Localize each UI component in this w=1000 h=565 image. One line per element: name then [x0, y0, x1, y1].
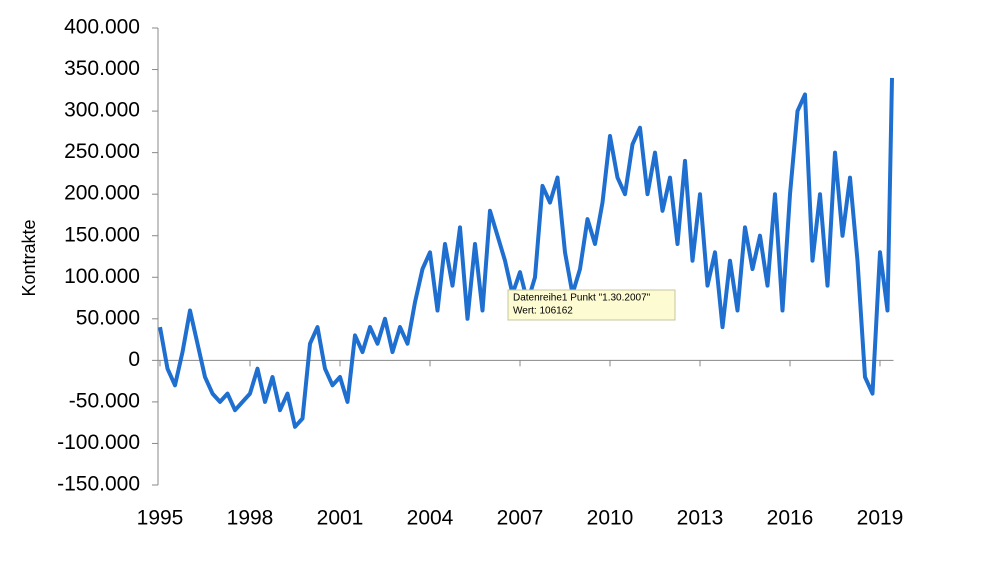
y-tick-label: 350.000: [64, 57, 140, 80]
y-tick-label: 400.000: [64, 16, 140, 39]
data-line: [158, 77, 894, 429]
y-tick-label: 200.000: [64, 182, 140, 205]
y-tick-label: -100.000: [57, 431, 140, 454]
tooltip-box: [507, 289, 676, 321]
x-tick-label: 2001: [317, 507, 364, 530]
y-axis-label: Kontrakte: [19, 219, 39, 296]
y-tick-label: -150.000: [57, 473, 140, 496]
tooltip-value: Wert: 106162: [513, 306, 573, 317]
y-tick-label: 250.000: [64, 140, 140, 163]
x-tick-label: 1995: [137, 507, 184, 530]
x-tick-label: 2010: [587, 507, 634, 530]
y-tick-label: -50.000: [69, 389, 140, 412]
x-tick-label: 2019: [857, 507, 904, 530]
tooltip-title: Datenreihe1 Punkt "1.30.2007": [513, 293, 651, 304]
tooltip: Datenreihe1 Punkt "1.30.2007" Wert: 1061…: [507, 289, 676, 321]
y-tick-label: 0: [128, 348, 140, 371]
y-tick-label: 100.000: [64, 265, 140, 288]
y-tick-label: 300.000: [64, 99, 140, 122]
y-tick-label: 50.000: [76, 306, 140, 329]
x-tick-label: 2004: [407, 507, 454, 530]
x-tick-label: 1998: [227, 507, 274, 530]
x-tick-label: 2007: [497, 507, 544, 530]
x-tick-label: 2013: [677, 507, 724, 530]
y-tick-label: 150.000: [64, 223, 140, 246]
x-tick-label: 2016: [767, 507, 814, 530]
